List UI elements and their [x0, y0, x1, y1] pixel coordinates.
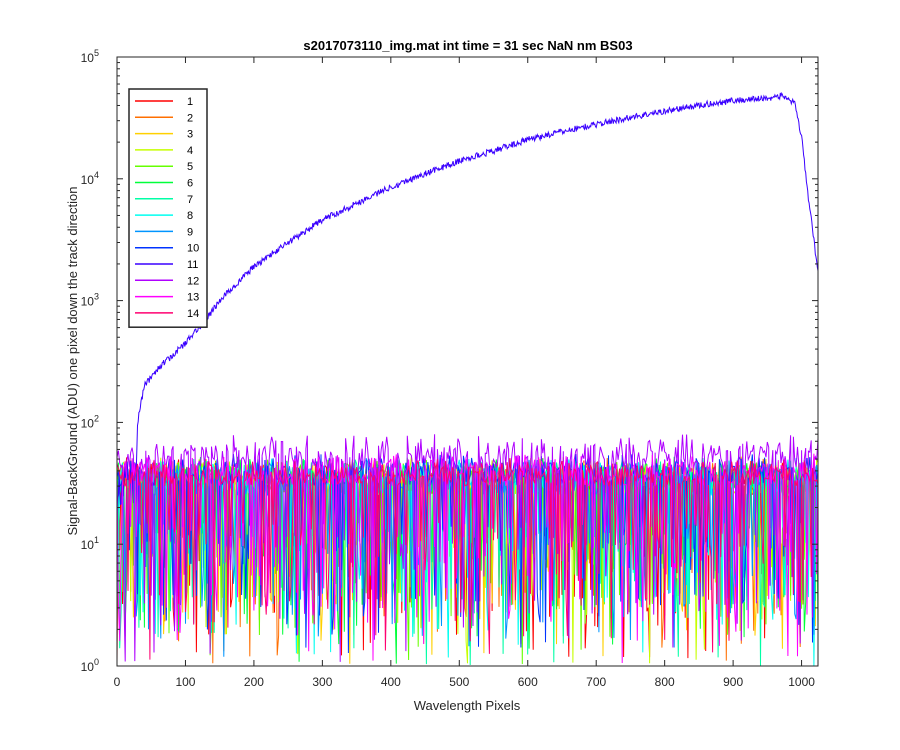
x-tick-label: 500: [449, 675, 469, 689]
x-tick-label: 700: [586, 675, 606, 689]
y-axis-label: Signal-BackGround (ADU) one pixel down t…: [65, 186, 80, 535]
legend-label-7: 7: [187, 194, 193, 206]
legend-label-6: 6: [187, 178, 193, 190]
legend-label-5: 5: [187, 161, 193, 173]
x-tick-label: 800: [655, 675, 675, 689]
x-tick-label: 600: [518, 675, 538, 689]
series-layer: [117, 91, 818, 666]
legend-label-1: 1: [187, 96, 193, 108]
x-tick-label: 200: [244, 675, 264, 689]
x-tick-label: 100: [175, 675, 195, 689]
legend-label-10: 10: [187, 243, 199, 255]
legend-label-13: 13: [187, 292, 199, 304]
legend-label-9: 9: [187, 226, 193, 238]
ticks-layer: 0 100 200 300 400 500 600 700 800 900 100010010110…: [81, 48, 818, 689]
legend-label-2: 2: [187, 112, 193, 124]
legend-label-8: 8: [187, 210, 193, 222]
legend-label-11: 11: [187, 259, 198, 271]
x-tick-label: 300: [312, 675, 332, 689]
chart-title: s2017073110_img.mat int time = 31 sec Na…: [303, 38, 632, 53]
axes-box: [116, 56, 819, 667]
x-tick-label: 400: [381, 675, 401, 689]
x-axis-label: Wavelength Pixels: [414, 698, 521, 713]
x-tick-label: 900: [723, 675, 743, 689]
x-tick-label: 1000: [788, 675, 815, 689]
series-line-14: [117, 459, 818, 660]
legend-box: [128, 88, 208, 328]
legend-label-12: 12: [187, 275, 199, 287]
series-line-11: [117, 91, 818, 507]
legend-label-4: 4: [187, 145, 193, 157]
x-tick-label: 0: [114, 675, 121, 689]
legend-label-14: 14: [187, 308, 199, 320]
legend-label-3: 3: [187, 129, 193, 141]
